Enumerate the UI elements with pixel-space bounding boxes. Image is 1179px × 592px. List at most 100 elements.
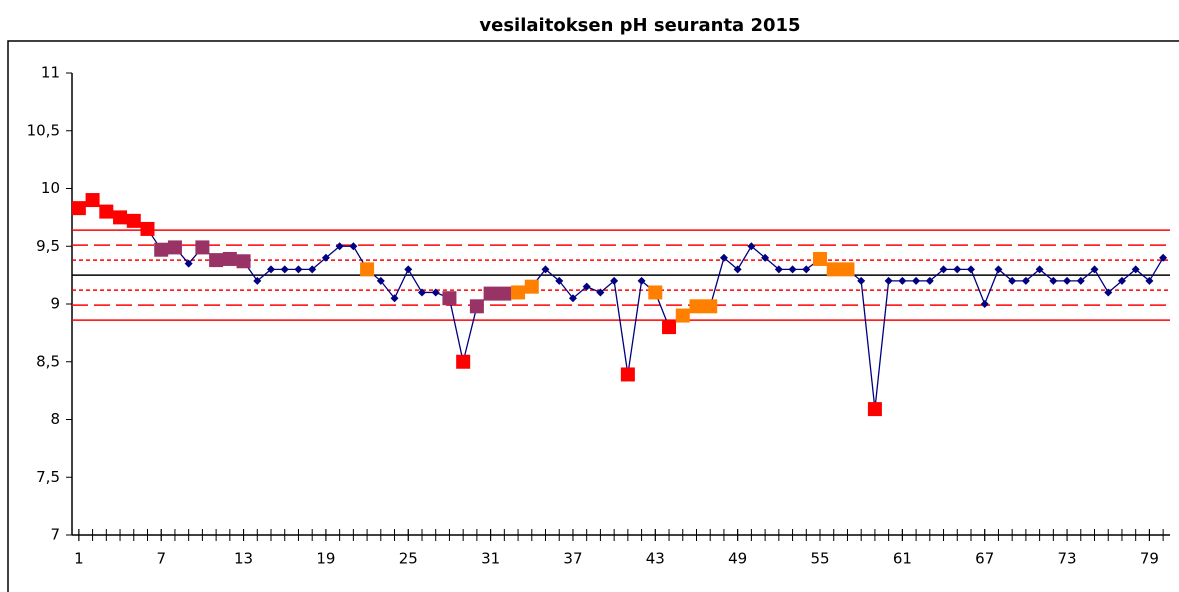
- flagged-marker: [154, 242, 169, 257]
- x-tick-label: 61: [893, 550, 912, 568]
- marker: [774, 265, 783, 274]
- marker: [541, 265, 550, 274]
- marker: [884, 276, 893, 285]
- y-tick-label: 10: [41, 179, 60, 197]
- x-tick-label: 49: [728, 550, 747, 568]
- marker: [802, 265, 811, 274]
- marker: [1035, 265, 1044, 274]
- marker: [1076, 276, 1085, 285]
- marker: [376, 276, 385, 285]
- data-line: [78, 199, 1164, 410]
- marker: [349, 242, 358, 251]
- marker: [431, 288, 440, 297]
- flagged-marker: [195, 240, 210, 255]
- x-tick-label: 79: [1140, 550, 1159, 568]
- marker: [1090, 265, 1099, 274]
- marker: [1021, 276, 1030, 285]
- marker: [1145, 276, 1154, 285]
- flagged-marker: [483, 286, 498, 301]
- flagged-marker: [456, 354, 471, 369]
- flagged-marker: [511, 285, 526, 300]
- x-tick-label: 37: [563, 550, 582, 568]
- flagged-marker: [222, 251, 237, 266]
- flagged-marker: [524, 279, 539, 294]
- marker: [417, 288, 426, 297]
- marker: [596, 288, 605, 297]
- marker: [761, 253, 770, 262]
- x-tick-label: 25: [399, 550, 418, 568]
- flagged-marker: [167, 240, 182, 255]
- marker: [582, 282, 591, 291]
- y-tick-label: 8: [50, 410, 60, 428]
- chart-frame: [7, 40, 1179, 592]
- flagged-marker: [113, 210, 128, 225]
- y-tick-label: 8,5: [36, 352, 60, 370]
- marker: [953, 265, 962, 274]
- marker: [267, 265, 276, 274]
- flagged-marker: [675, 308, 690, 323]
- marker: [1117, 276, 1126, 285]
- y-tick-label: 9,5: [36, 237, 60, 255]
- marker: [294, 265, 303, 274]
- marker: [184, 259, 193, 268]
- marker: [1104, 288, 1113, 297]
- marker: [980, 300, 989, 308]
- flagged-marker: [140, 221, 155, 236]
- marker: [555, 276, 564, 285]
- marker: [898, 276, 907, 285]
- marker: [1063, 276, 1072, 285]
- y-tick-label: 11: [41, 64, 60, 82]
- flagged-marker: [360, 262, 375, 277]
- flagged-marker: [648, 285, 663, 300]
- marker: [788, 265, 797, 274]
- marker: [747, 242, 756, 251]
- marker: [719, 253, 728, 262]
- flagged-marker: [840, 262, 855, 277]
- flagged-marker: [620, 367, 635, 382]
- x-tick-label: 31: [481, 550, 500, 568]
- flagged-marker: [867, 402, 882, 417]
- flagged-marker: [209, 253, 224, 268]
- flagged-marker: [497, 286, 512, 301]
- x-tick-label: 73: [1058, 550, 1077, 568]
- marker: [733, 265, 742, 274]
- y-tick-label: 7,5: [36, 468, 60, 486]
- marker: [308, 265, 317, 274]
- y-tick-label: 7: [50, 526, 60, 544]
- flagged-marker: [689, 299, 704, 314]
- flagged-marker: [662, 320, 677, 335]
- flagged-marker: [236, 254, 251, 269]
- flagged-marker: [99, 204, 114, 219]
- marker: [912, 276, 921, 285]
- marker: [637, 276, 646, 285]
- marker: [280, 265, 289, 274]
- flagged-marker: [126, 213, 141, 228]
- marker: [1131, 265, 1140, 274]
- marker: [404, 265, 413, 274]
- x-tick-label: 7: [156, 550, 166, 568]
- marker: [321, 253, 330, 262]
- marker: [939, 265, 948, 274]
- y-tick-label: 9: [50, 295, 60, 313]
- x-tick-label: 43: [646, 550, 665, 568]
- marker: [568, 294, 577, 303]
- x-tick-label: 55: [810, 550, 829, 568]
- marker: [966, 265, 975, 274]
- marker: [390, 294, 399, 303]
- marker: [335, 242, 344, 251]
- marker: [925, 276, 934, 285]
- flagged-marker: [442, 291, 457, 306]
- x-tick-label: 1: [74, 550, 84, 568]
- marker: [1159, 253, 1168, 262]
- marker: [857, 276, 866, 285]
- flagged-marker: [469, 299, 484, 314]
- marker: [253, 276, 262, 285]
- flagged-marker: [813, 251, 828, 266]
- x-tick-label: 19: [316, 550, 335, 568]
- marker: [1008, 276, 1017, 285]
- marker: [994, 265, 1003, 274]
- marker: [1049, 276, 1058, 285]
- x-tick-label: 67: [975, 550, 994, 568]
